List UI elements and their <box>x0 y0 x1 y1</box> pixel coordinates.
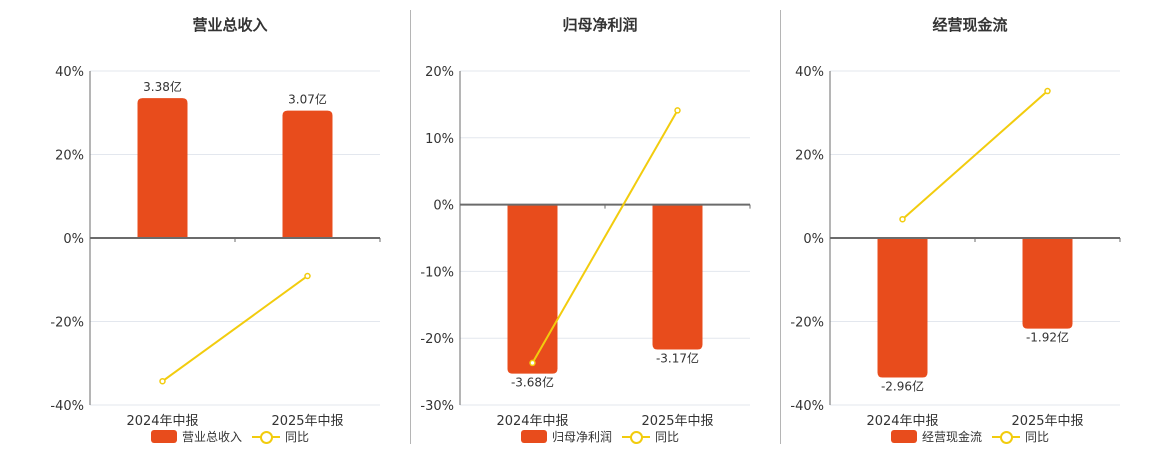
chart-title: 经营现金流 <box>932 16 1008 34</box>
chart-plot: 20% 10% 0% -10% -20% -30% -3.68亿 -3.17亿 2024年中报 2… <box>420 65 751 429</box>
y-tick-label: 20% <box>795 149 824 164</box>
y-tick-label: 10% <box>425 132 454 147</box>
y-tick-label: -40% <box>50 399 84 414</box>
chart-panel-operating-cashflow: 经营现金流 40% 20% 0% -20% -40% -2.96亿 -1.92亿 2024年中… <box>780 0 1160 450</box>
yoy-point[interactable] <box>674 107 681 114</box>
yoy-point[interactable] <box>1044 87 1051 95</box>
legend-line-label: 同比 <box>285 430 310 444</box>
x-tick-label: 2024年中报 <box>496 414 568 429</box>
x-tick-label: 2024年中报 <box>126 414 198 429</box>
legend-bar-label: 归母净利润 <box>551 430 612 444</box>
legend-bar-label: 经营现金流 <box>921 430 982 444</box>
chart-plot: 40% 20% 0% -20% -40% 3.38亿 3.07亿 2024年中报 2025年中报 <box>50 65 381 429</box>
x-tick-label: 2025年中报 <box>271 414 343 429</box>
y-tick-label: 0% <box>803 232 824 247</box>
y-tick-label: -20% <box>50 316 84 331</box>
y-tick-label: -10% <box>420 265 454 280</box>
yoy-point[interactable] <box>304 272 311 280</box>
chart-legend[interactable]: 归母净利润 同比 <box>410 428 790 445</box>
y-tick-label: 40% <box>795 65 824 80</box>
x-tick-label: 2025年中报 <box>641 414 713 429</box>
yoy-point[interactable] <box>529 359 536 367</box>
chart-plot: 40% 20% 0% -20% -40% -2.96亿 -1.92亿 2024年中报 2025年… <box>790 65 1121 429</box>
bar[interactable] <box>507 204 558 374</box>
bar[interactable] <box>282 110 333 238</box>
y-tick-label: 0% <box>63 232 84 247</box>
bar-legend-swatch <box>890 430 917 443</box>
yoy-point[interactable] <box>899 215 906 223</box>
legend-line-label: 同比 <box>1025 430 1050 444</box>
line-legend-icon <box>622 430 650 444</box>
bar-value-label: -3.17亿 <box>656 351 699 366</box>
bar-legend-swatch <box>520 430 547 443</box>
y-tick-label: 20% <box>55 149 84 164</box>
chart-panel-revenue: 营业总收入 40% 20% 0% -20% -40% 3.38亿 3.07亿 2024年中报 2… <box>40 0 420 450</box>
chart-legend[interactable]: 经营现金流 同比 <box>780 428 1160 445</box>
yoy-line <box>161 275 309 383</box>
y-tick-label: -20% <box>790 316 824 331</box>
yoy-point[interactable] <box>159 377 166 385</box>
y-tick-label: 0% <box>433 199 454 214</box>
bar[interactable] <box>137 98 188 238</box>
x-tick-label: 2024年中报 <box>866 414 938 429</box>
legend-line-label: 同比 <box>655 430 680 444</box>
bar-value-label: -2.96亿 <box>881 378 924 393</box>
line-legend-icon <box>992 430 1020 444</box>
bar-value-label: 3.38亿 <box>143 79 182 94</box>
y-tick-label: 40% <box>55 65 84 80</box>
bar-value-label: 3.07亿 <box>288 92 327 107</box>
bar-value-label: -1.92亿 <box>1026 330 1069 345</box>
bar-value-label: -3.68亿 <box>511 375 554 390</box>
legend-bar-label: 营业总收入 <box>181 430 242 444</box>
y-tick-label: -20% <box>420 332 454 347</box>
bar[interactable] <box>877 238 928 378</box>
chart-title: 归母净利润 <box>562 16 638 34</box>
bar-legend-swatch <box>150 430 177 443</box>
y-tick-label: -30% <box>420 399 454 414</box>
chart-title: 营业总收入 <box>192 16 268 34</box>
divider <box>780 10 781 444</box>
bar[interactable] <box>652 204 703 350</box>
y-tick-label: -40% <box>790 399 824 414</box>
divider <box>410 10 411 444</box>
chart-legend[interactable]: 营业总收入 同比 <box>40 428 420 445</box>
x-tick-label: 2025年中报 <box>1011 414 1083 429</box>
y-tick-label: 20% <box>425 65 454 80</box>
yoy-line <box>901 90 1049 220</box>
line-legend-icon <box>252 430 280 444</box>
chart-panel-net-profit: 归母净利润 20% 10% 0% -10% -20% -30% -3.68亿 -3.17亿 20… <box>410 0 790 450</box>
yoy-line <box>531 109 679 364</box>
bar[interactable] <box>1022 238 1073 329</box>
